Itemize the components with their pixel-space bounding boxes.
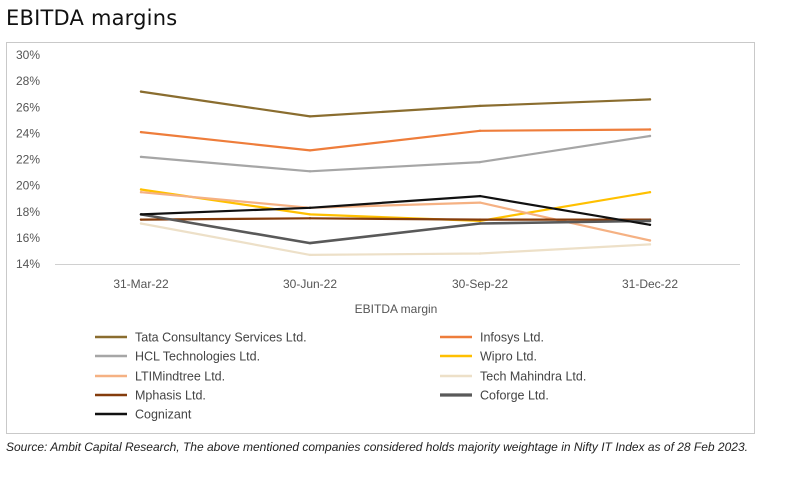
y-tick-label: 20% <box>16 179 40 193</box>
y-tick-label: 18% <box>16 205 40 219</box>
data-point-5-1 <box>308 253 312 257</box>
y-tick-label: 28% <box>16 74 40 88</box>
data-point-4-2 <box>478 201 482 204</box>
data-point-0-0 <box>139 90 143 93</box>
legend-label: Wipro Ltd. <box>480 350 537 364</box>
y-tick-label: 26% <box>16 100 40 114</box>
y-tick-label: 14% <box>16 257 40 271</box>
legend-label: Mphasis Ltd. <box>135 389 206 403</box>
data-point-0-2 <box>478 104 482 108</box>
legend-label: Tata Consultancy Services Ltd. <box>135 331 307 345</box>
series-line-8 <box>139 195 652 226</box>
data-point-5-2 <box>478 252 482 255</box>
data-point-8-2 <box>478 194 482 198</box>
series-line-7 <box>139 213 652 245</box>
data-point-2-1 <box>308 170 312 173</box>
data-point-6-2 <box>478 218 482 221</box>
data-point-8-3 <box>648 223 652 226</box>
data-point-5-3 <box>648 243 652 246</box>
y-tick-label: 24% <box>16 126 40 140</box>
series-line-1 <box>139 128 652 152</box>
x-axis-label: EBITDA margin <box>355 302 438 316</box>
data-point-1-0 <box>139 130 143 134</box>
series-line-3 <box>139 188 652 222</box>
data-point-0-3 <box>648 98 652 101</box>
series-line-2 <box>139 134 652 173</box>
ebitda-line-chart: 14% 16% 18% 20% 22% 24% 26% 28% 30% 31-Mar-22 30-J… <box>16 48 740 422</box>
y-tick-label: 30% <box>16 48 40 62</box>
data-point-1-1 <box>308 149 312 152</box>
data-point-3-1 <box>308 213 312 216</box>
data-point-6-0 <box>139 218 143 221</box>
series-line-6 <box>139 217 652 221</box>
data-point-8-0 <box>139 213 143 216</box>
data-point-7-1 <box>308 241 312 245</box>
series-line-5 <box>139 222 652 256</box>
legend-label: Cognizant <box>135 408 192 422</box>
data-point-7-3 <box>648 219 652 223</box>
source-note: Source: Ambit Capital Research, The abov… <box>6 440 748 454</box>
data-point-3-3 <box>648 191 652 194</box>
data-point-4-3 <box>648 239 652 242</box>
chart-frame <box>6 42 755 434</box>
data-point-5-0 <box>139 222 143 225</box>
data-point-6-1 <box>308 217 312 220</box>
data-point-2-0 <box>139 155 143 159</box>
data-point-4-0 <box>139 191 143 194</box>
legend-label: Infosys Ltd. <box>480 331 544 345</box>
data-point-0-1 <box>308 115 312 118</box>
data-point-7-2 <box>478 222 482 225</box>
chart-title: EBITDA margins <box>6 6 178 30</box>
x-tick-label: 31-Dec-22 <box>622 277 678 291</box>
data-point-3-0 <box>139 188 143 191</box>
legend-label: Tech Mahindra Ltd. <box>480 370 586 384</box>
x-tick-label: 31-Mar-22 <box>113 277 169 291</box>
data-point-8-1 <box>308 206 312 209</box>
legend-label: Coforge Ltd. <box>480 389 549 403</box>
data-point-1-2 <box>478 129 482 132</box>
y-tick-label: 22% <box>16 153 40 167</box>
data-point-2-3 <box>648 134 652 138</box>
x-tick-label: 30-Jun-22 <box>283 277 337 291</box>
legend-label: HCL Technologies Ltd. <box>135 350 260 364</box>
legend-label: LTIMindtree Ltd. <box>135 370 225 384</box>
data-point-2-2 <box>478 160 482 164</box>
data-point-1-3 <box>648 128 652 131</box>
series-line-0 <box>139 90 652 118</box>
x-tick-label: 30-Sep-22 <box>452 277 508 291</box>
y-tick-label: 16% <box>16 231 40 245</box>
